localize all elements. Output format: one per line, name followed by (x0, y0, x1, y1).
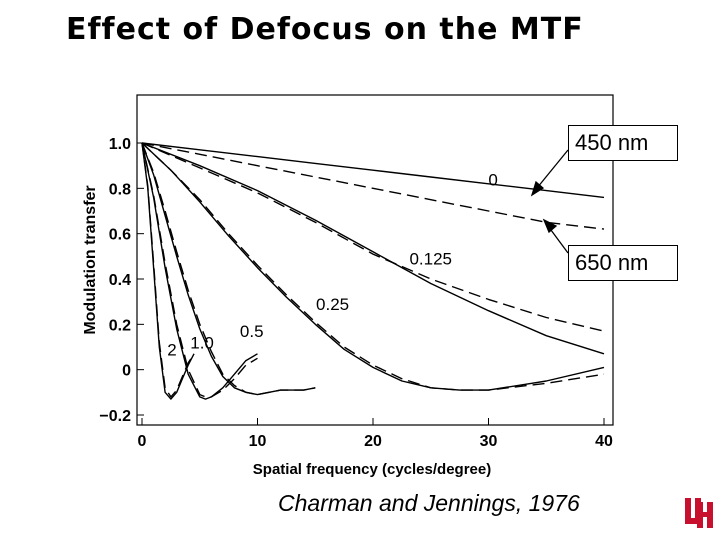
y-tick-label: 0.4 (109, 272, 131, 289)
arrow-650-head (542, 218, 558, 234)
axis-ticks: 0 10 20 30 401.00.80.60.40.20−0.2 (99, 136, 613, 450)
x-tick-label: 20 (364, 433, 382, 450)
x-tick-label: 40 (595, 433, 613, 450)
x-tick-label: 30 (480, 433, 498, 450)
series-line-0-25-solid (141, 142, 605, 391)
series-line-0-125-solid (141, 142, 605, 355)
curve-label-2: 2 (167, 340, 176, 359)
x-tick-label: 0 (138, 433, 147, 450)
curve-label-1-0: 1.0 (190, 333, 214, 352)
series-line-2-dashed (141, 142, 195, 398)
series-line-0-5-dashed (141, 142, 316, 396)
callout-650nm: 650 nm (568, 245, 678, 281)
series-line-0-25-dashed (141, 142, 605, 391)
y-tick-label: 0.8 (109, 181, 131, 198)
series-line-0-dashed (141, 142, 605, 230)
series-line-0-125-dashed (141, 142, 605, 332)
callout-450nm: 450 nm (568, 125, 678, 161)
arrow-450-head (530, 180, 545, 197)
y-tick-label: 0.6 (109, 227, 131, 244)
curve-label-0-5: 0.5 (240, 322, 264, 341)
curve-label-0: 0 (488, 170, 497, 189)
series-line-1-0-dashed (141, 142, 258, 398)
uh-logo-icon (685, 498, 713, 528)
citation: Charman and Jennings, 1976 (278, 490, 580, 516)
y-tick-label: 0 (122, 363, 131, 380)
y-tick-label: 0.2 (109, 317, 131, 334)
series-layer (141, 142, 605, 400)
y-tick-label: 1.0 (109, 136, 131, 153)
series-line-2-solid (141, 142, 195, 400)
callout-arrows (530, 149, 569, 254)
y-tick-label: −0.2 (99, 408, 131, 425)
curve-label-0-125: 0.125 (409, 250, 452, 269)
series-line-1-0-solid (141, 142, 258, 400)
y-axis-label: Modulation transfer (82, 185, 99, 334)
arrow-450-line (536, 149, 569, 189)
slide-title: Effect of Defocus on the MTF (66, 12, 584, 47)
curve-label-0-25: 0.25 (316, 295, 349, 314)
x-tick-label: 10 (249, 433, 267, 450)
series-line-0-solid (141, 142, 605, 199)
plot-frame (136, 94, 614, 426)
labels-layer: 0 0.125 0.25 0.5 1.0 2 (167, 170, 498, 359)
x-axis-label: Spatial frequency (cycles/degree) (253, 461, 491, 478)
